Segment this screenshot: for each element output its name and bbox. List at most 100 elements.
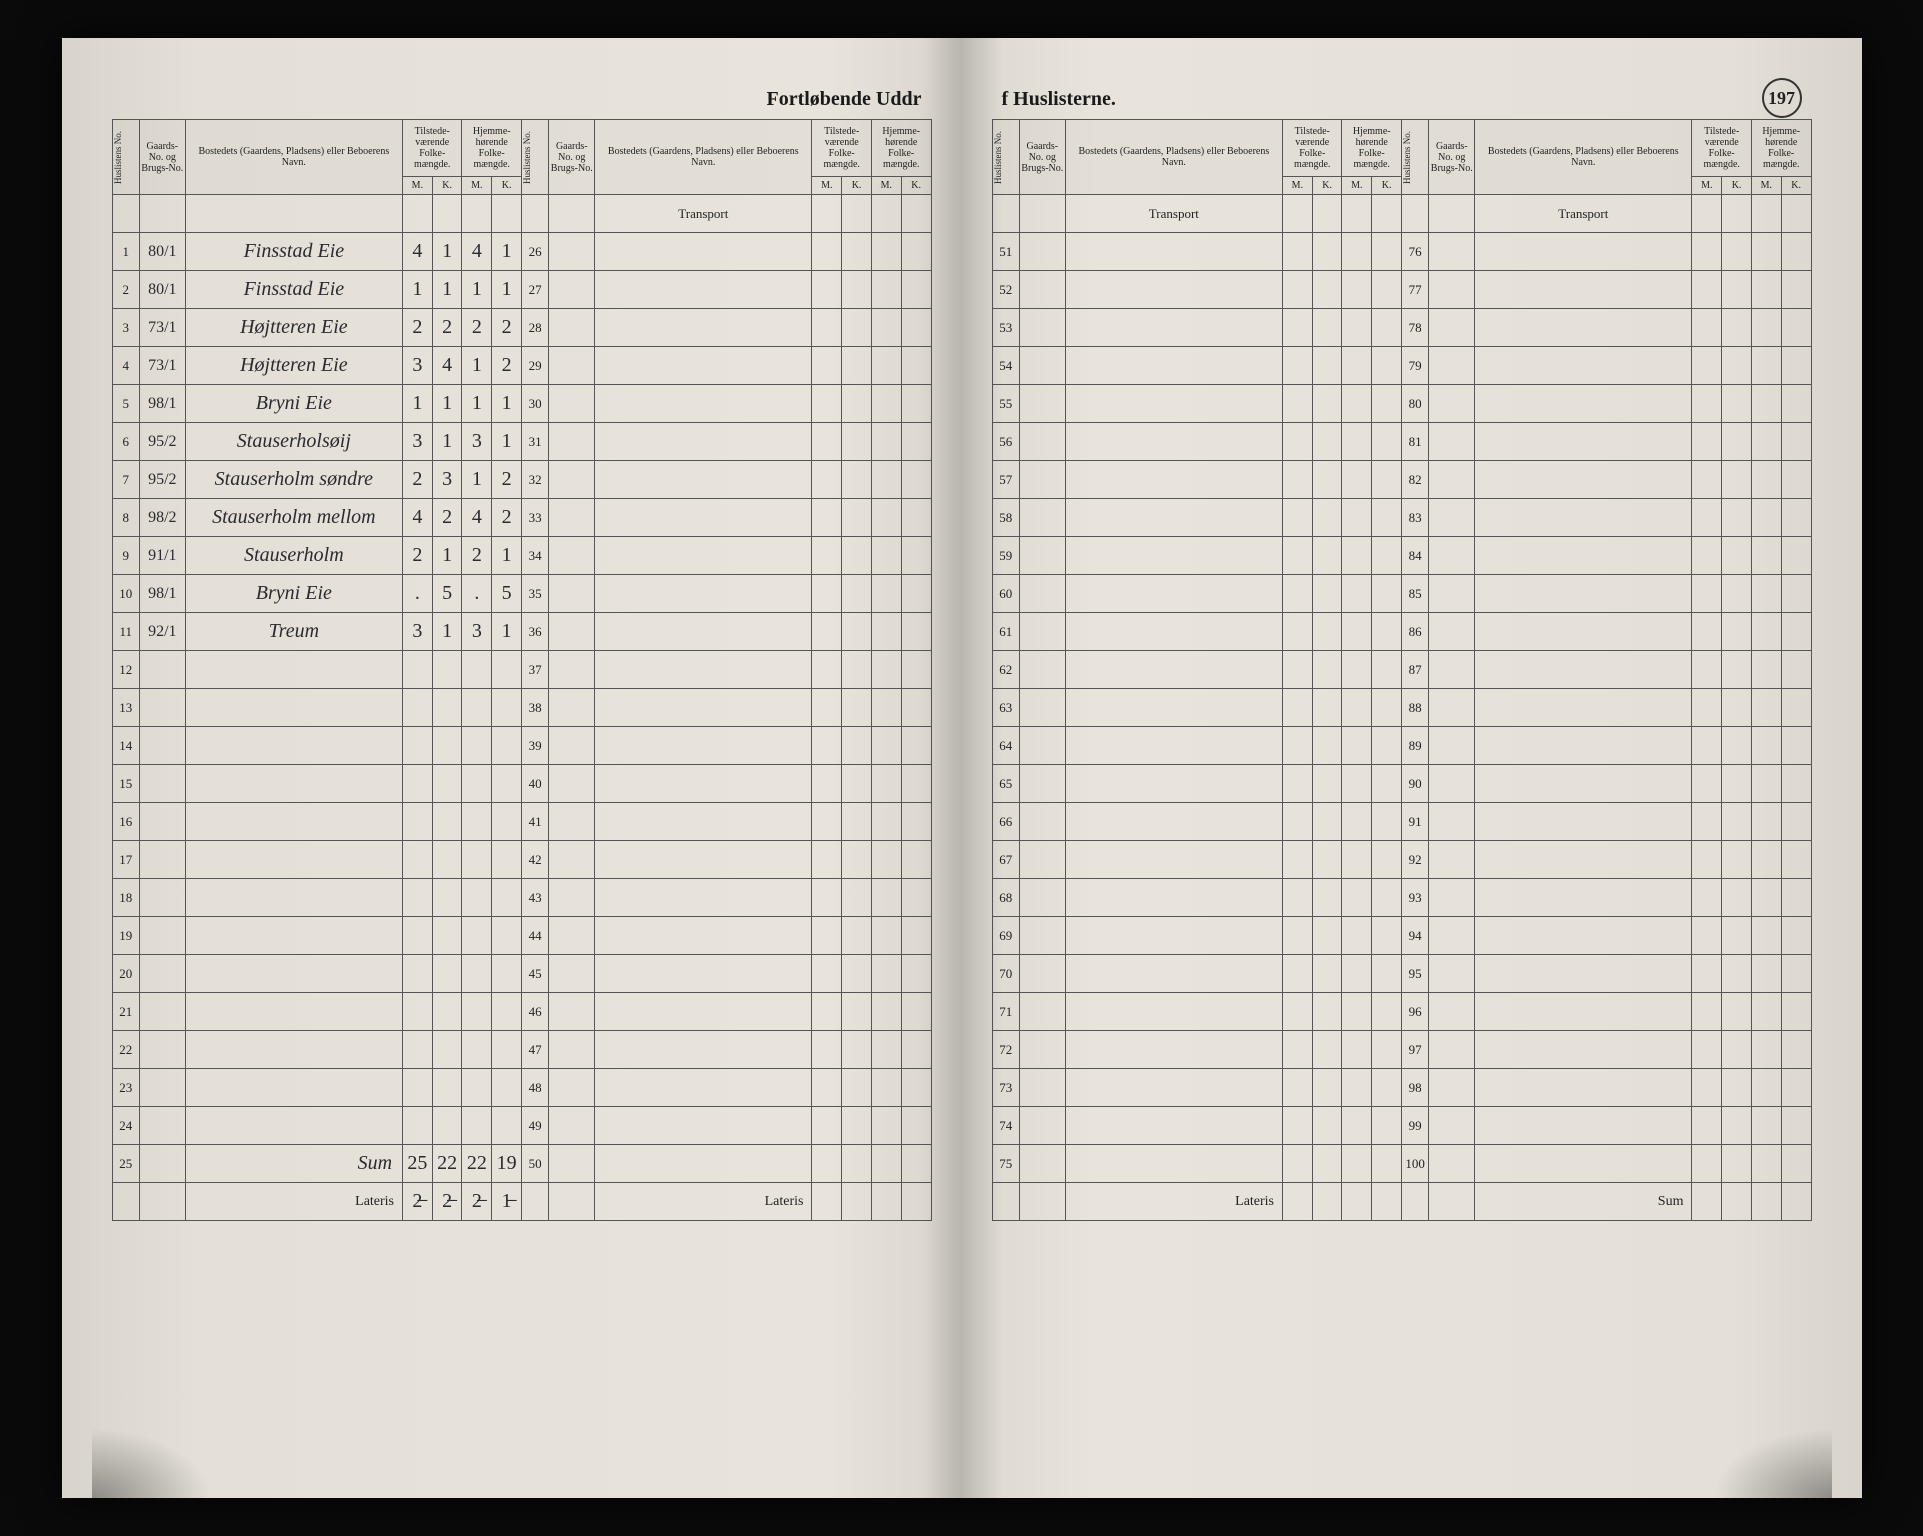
table-row: 6287 — [992, 651, 1811, 689]
transport-row: Transport Transport — [992, 195, 1811, 233]
col-k: K. — [1722, 176, 1752, 194]
table-row: 180/1Finsstad Eie414126 — [112, 233, 931, 271]
lateris-label: Lateris — [595, 1183, 812, 1221]
table-body-right: Transport Transport 51765277537854795580… — [992, 195, 1811, 1183]
table-row: 25Sum2522221950 — [112, 1145, 931, 1183]
table-row: 1192/1Treum313136 — [112, 613, 931, 651]
col-k: K. — [432, 176, 462, 194]
table-row: 1641 — [112, 803, 931, 841]
col-tilstede: Tilstede-værende Folke-mængde. — [1692, 120, 1751, 177]
table-row: 6186 — [992, 613, 1811, 651]
table-row: 695/2Stauserholsøij313131 — [112, 423, 931, 461]
page-title-left: Fortløbende Uddr — [112, 88, 932, 111]
table-row: 7398 — [992, 1069, 1811, 1107]
table-row: 2348 — [112, 1069, 931, 1107]
table-row: 75100 — [992, 1145, 1811, 1183]
table-row: 5984 — [992, 537, 1811, 575]
table-body-left: Transport 180/1Finsstad Eie414126280/1Fi… — [112, 195, 931, 1183]
col-huslistens: Huslistens No. — [523, 122, 533, 192]
table-row: 6085 — [992, 575, 1811, 613]
table-row: 6489 — [992, 727, 1811, 765]
ledger-table-right: Huslistens No. Gaards-No. og Brugs-No. B… — [992, 119, 1812, 1221]
col-bosted: Bostedets (Gaardens, Pladsens) eller Beb… — [595, 120, 812, 195]
table-row: 1944 — [112, 917, 931, 955]
table-row: 598/1Bryni Eie111130 — [112, 385, 931, 423]
table-row: 5176 — [992, 233, 1811, 271]
transport-row: Transport — [112, 195, 931, 233]
table-row: 2045 — [112, 955, 931, 993]
col-bosted: Bostedets (Gaardens, Pladsens) eller Beb… — [185, 120, 402, 195]
table-row: 1098/1Bryni Eie.5.535 — [112, 575, 931, 613]
table-row: 6994 — [992, 917, 1811, 955]
table-row: 7297 — [992, 1031, 1811, 1069]
table-row: 1540 — [112, 765, 931, 803]
table-row: 7196 — [992, 993, 1811, 1031]
col-hjemme: Hjemme-hørende Folke-mængde. — [1342, 120, 1401, 177]
col-m: M. — [871, 176, 901, 194]
table-row: 795/2Stauserholm søndre231232 — [112, 461, 931, 499]
col-m: M. — [1751, 176, 1781, 194]
table-footer-right: Lateris Sum — [992, 1183, 1811, 1221]
table-row: 2247 — [112, 1031, 931, 1069]
table-row: 7095 — [992, 955, 1811, 993]
table-row: 5782 — [992, 461, 1811, 499]
col-gaards: Gaards-No. og Brugs-No. — [139, 120, 185, 195]
page-title-right: f Huslisterne. — [992, 88, 1812, 111]
table-row: 1338 — [112, 689, 931, 727]
ledger-table-left: Huslistens No. Gaards-No. og Brugs-No. B… — [112, 119, 932, 1221]
table-row: 2449 — [112, 1107, 931, 1145]
col-gaards: Gaards-No. og Brugs-No. — [1019, 120, 1065, 195]
table-header: Huslistens No. Gaards-No. og Brugs-No. B… — [112, 120, 931, 195]
col-m: M. — [1692, 176, 1722, 194]
col-k: K. — [492, 176, 522, 194]
table-row: 473/1Højtteren Eie341229 — [112, 347, 931, 385]
col-hjemme: Hjemme-hørende Folke-mængde. — [1751, 120, 1811, 177]
table-row: 898/2Stauserholm mellom424233 — [112, 499, 931, 537]
col-k: K. — [1372, 176, 1402, 194]
col-gaards: Gaards-No. og Brugs-No. — [1429, 120, 1475, 195]
table-row: 6388 — [992, 689, 1811, 727]
col-huslistens: Huslistens No. — [114, 122, 124, 192]
right-page: 197 f Huslisterne. Huslistens No. Gaards… — [962, 38, 1862, 1498]
table-row: 6590 — [992, 765, 1811, 803]
table-row: 5681 — [992, 423, 1811, 461]
col-huslistens: Huslistens No. — [1403, 122, 1413, 192]
col-hjemme: Hjemme-hørende Folke-mængde. — [871, 120, 931, 177]
table-row: 1742 — [112, 841, 931, 879]
ledger-book: Fortløbende Uddr Huslistens No. Gaards-N… — [62, 38, 1862, 1498]
col-k: K. — [1312, 176, 1342, 194]
table-row: 1439 — [112, 727, 931, 765]
col-tilstede: Tilstede-værende Folke-mængde. — [812, 120, 871, 177]
col-gaards: Gaards-No. og Brugs-No. — [549, 120, 595, 195]
table-row: 280/1Finsstad Eie111127 — [112, 271, 931, 309]
table-row: 991/1Stauserholm212134 — [112, 537, 931, 575]
col-m: M. — [1283, 176, 1313, 194]
table-row: 5479 — [992, 347, 1811, 385]
left-page: Fortløbende Uddr Huslistens No. Gaards-N… — [62, 38, 962, 1498]
table-row: 7499 — [992, 1107, 1811, 1145]
table-row: 5277 — [992, 271, 1811, 309]
table-row: 1843 — [112, 879, 931, 917]
table-row: 2146 — [112, 993, 931, 1031]
lateris-label: Lateris — [1065, 1183, 1282, 1221]
col-m: M. — [812, 176, 842, 194]
col-k: K. — [842, 176, 872, 194]
table-row: 5580 — [992, 385, 1811, 423]
col-m: M. — [1342, 176, 1372, 194]
col-bosted: Bostedets (Gaardens, Pladsens) eller Beb… — [1065, 120, 1282, 195]
col-tilstede: Tilstede-værende Folke-mængde. — [403, 120, 462, 177]
table-row: 5378 — [992, 309, 1811, 347]
col-tilstede: Tilstede-værende Folke-mængde. — [1283, 120, 1342, 177]
col-m: M. — [403, 176, 433, 194]
col-hjemme: Hjemme-hørende Folke-mængde. — [462, 120, 521, 177]
col-huslistens: Huslistens No. — [994, 122, 1004, 192]
col-m: M. — [462, 176, 492, 194]
col-k: K. — [901, 176, 931, 194]
table-footer-left: Lateris 2̶2̶2̶1̶ Lateris — [112, 1183, 931, 1221]
table-row: 1237 — [112, 651, 931, 689]
table-header: Huslistens No. Gaards-No. og Brugs-No. B… — [992, 120, 1811, 195]
col-bosted: Bostedets (Gaardens, Pladsens) eller Beb… — [1475, 120, 1692, 195]
page-number: 197 — [1762, 78, 1802, 118]
sum-label: Sum — [1475, 1183, 1692, 1221]
table-row: 6893 — [992, 879, 1811, 917]
